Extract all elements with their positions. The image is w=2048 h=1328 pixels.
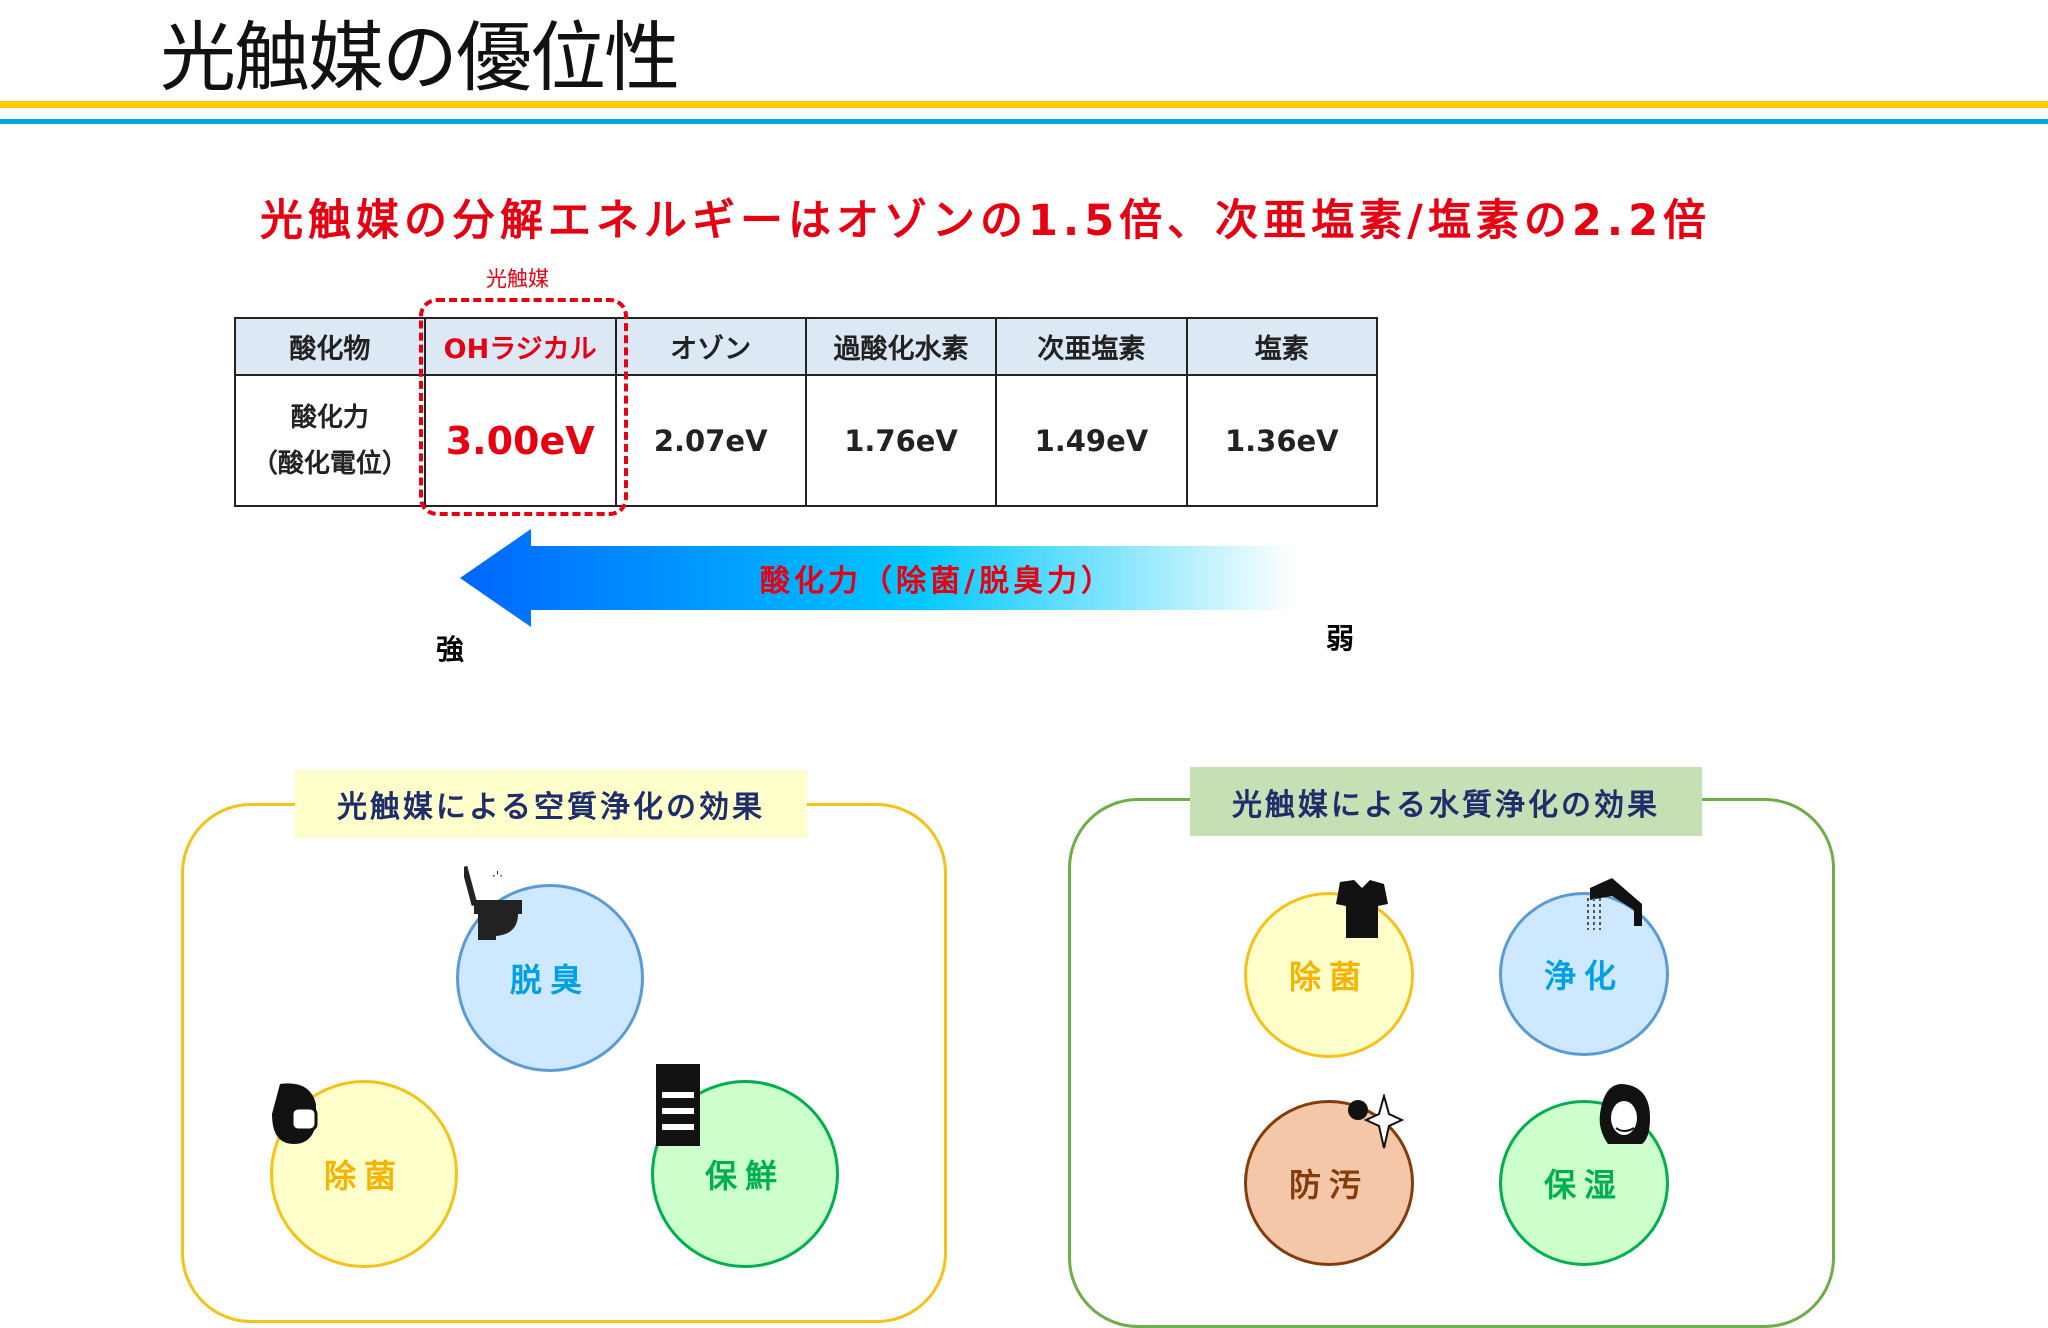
sparkle-stain-icon: [1348, 1094, 1404, 1149]
arrow-label: 酸化力（除菌/脱臭力）: [760, 564, 1115, 599]
page-title: 光触媒の優位性: [160, 13, 680, 102]
table-header: 過酸化水素: [804, 317, 998, 376]
table-cell: 1.49eV: [995, 374, 1188, 507]
water-sterilize-circle: 除菌: [1244, 892, 1414, 1058]
table-row: 酸化力 （酸化電位） 3.00eV 2.07eV 1.76eV 1.49eV 1.…: [234, 374, 1379, 507]
water-purification-panel: [1068, 798, 1835, 1328]
mask-face-icon: [272, 1083, 318, 1144]
refrigerator-icon: [656, 1064, 700, 1146]
row-label-line: 酸化力: [290, 402, 369, 433]
row-label-line: （酸化電位）: [251, 448, 408, 479]
faucet-icon: [1587, 878, 1642, 930]
title-underline-blue: [0, 119, 2048, 124]
strong-label: 強: [436, 633, 465, 666]
table-cell: 1.36eV: [1185, 374, 1379, 507]
oxidation-arrow: [460, 529, 1295, 627]
svg-text:·'·: ·'·: [492, 869, 503, 883]
table-header: オゾン: [614, 317, 807, 376]
oxidation-table: 酸化物 OHラジカル オゾン 過酸化水素 次亜塩素 塩素 酸化力 （酸化電位） 3…: [234, 317, 1379, 507]
headline: 光触媒の分解エネルギーはオゾンの1.5倍、次亜塩素/塩素の2.2倍: [260, 196, 1712, 246]
row-label: 酸化力 （酸化電位）: [234, 374, 426, 507]
table-header: 酸化物: [234, 317, 426, 376]
table-header: OHラジカル: [423, 317, 617, 376]
woman-face-icon: [1599, 1084, 1650, 1144]
water-panel-title: 光触媒による水質浄化の効果: [1190, 767, 1702, 836]
table-cell: 1.76eV: [804, 374, 998, 507]
title-underline-yellow: [0, 101, 2048, 108]
toilet-icon: ·'·: [464, 865, 522, 940]
table-header-row: 酸化物 OHラジカル オゾン 過酸化水素 次亜塩素 塩素: [234, 317, 1379, 376]
table-cell: 2.07eV: [614, 374, 807, 507]
photocatalyst-highlight-box: [419, 298, 628, 516]
shirt-icon: [1336, 880, 1388, 938]
table-cell: 3.00eV: [423, 374, 617, 507]
table-header: 次亜塩素: [995, 317, 1188, 376]
table-header: 塩素: [1185, 317, 1379, 376]
weak-label: 弱: [1326, 622, 1355, 655]
air-panel-title: 光触媒による空質浄化の効果: [295, 770, 807, 838]
photocatalyst-label: 光触媒: [486, 267, 549, 291]
